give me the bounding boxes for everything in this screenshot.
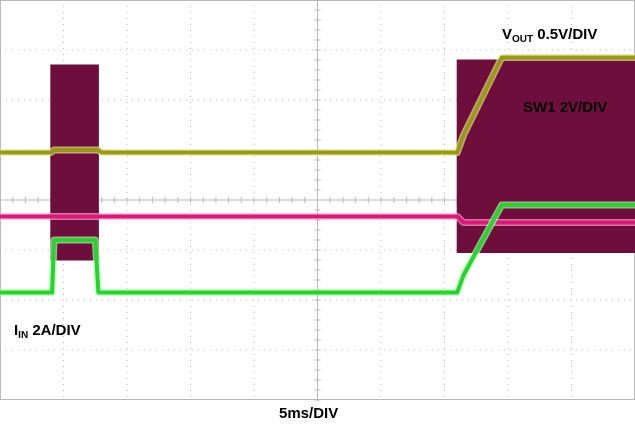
iin-label: IIN 2A/DIV (14, 323, 81, 341)
vout-subscript: OUT (512, 34, 534, 45)
vin-trace (0, 214, 635, 225)
sw1-label: SW1 2V/DIV (523, 100, 607, 115)
iin-trace (0, 203, 635, 295)
vout-trace (0, 55, 635, 155)
vout-label: VOUT 0.5V/DIV (502, 27, 597, 45)
traces (0, 54, 635, 296)
sw1-scale: 2V/DIV (559, 99, 608, 116)
iin-name: I (14, 322, 19, 339)
iin-scale: 2A/DIV (32, 322, 81, 339)
vout-scale: 0.5V/DIV (537, 26, 598, 43)
iin-subscript: IN (18, 330, 29, 341)
vout-name: V (502, 26, 513, 43)
timebase-label: 5ms/DIV (279, 405, 339, 422)
sw1-name: SW1 (523, 99, 556, 116)
